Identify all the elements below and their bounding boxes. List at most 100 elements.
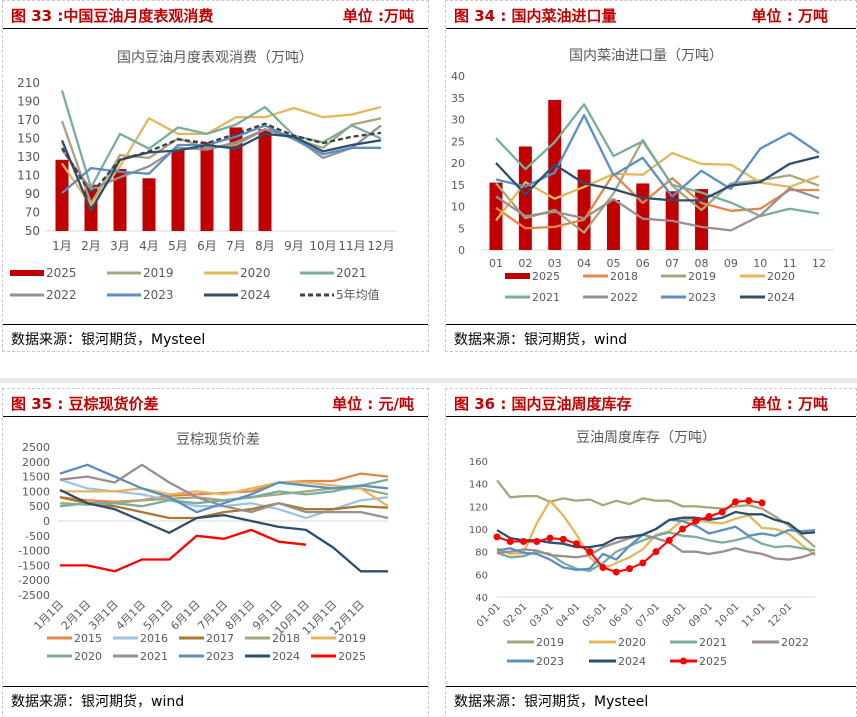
legend-label: 2019 <box>338 632 366 645</box>
legend-label: 2021 <box>140 650 168 663</box>
series-line-2024 <box>60 132 382 212</box>
marker-2025 <box>758 499 766 507</box>
x-tick-label: 02-01 <box>501 601 529 629</box>
legend-label: 2024 <box>272 650 300 663</box>
legend-label: 2022 <box>781 636 809 649</box>
figure-title: 图 34 : 国内菜油进口量 <box>454 7 617 25</box>
marker-2025 <box>745 497 753 505</box>
y-tick-label: 70 <box>25 206 40 220</box>
y-tick-label: 50 <box>25 224 40 238</box>
legend: 2025 2019 2020 2021 2022 2023 2024 5年均值 <box>10 266 380 302</box>
y-axis-labels: 50 70 90 110 130 150 170 190 210 <box>17 76 40 238</box>
legend-label: 2019 <box>688 270 716 283</box>
series-line-2025 <box>60 528 307 573</box>
legend-marker <box>680 657 687 665</box>
legend-label: 2023 <box>536 655 564 668</box>
series-line-2021 <box>59 463 389 520</box>
y-tick-label: 500 <box>29 500 50 513</box>
legend-label: 2023 <box>143 288 174 302</box>
y-tick-label: 10 <box>451 201 465 214</box>
x-tick-label: 5月 <box>168 239 188 253</box>
legend-label: 2024 <box>240 288 271 302</box>
x-tick-label: 3月 <box>110 239 130 253</box>
x-tick-label: 07-01 <box>634 601 662 629</box>
marker-2025 <box>705 513 713 521</box>
x-tick-label: 2月 <box>81 239 101 253</box>
series-line-2015 <box>59 472 389 503</box>
legend-label: 2018 <box>610 270 638 283</box>
marker-2025 <box>692 517 700 525</box>
marker-2025 <box>639 559 647 567</box>
x-tick-label: 4月1日 <box>113 598 148 633</box>
series-line-2020 <box>59 478 389 508</box>
series-line-2023 <box>495 114 820 198</box>
x-tick-label: 6月 <box>197 239 217 253</box>
x-tick-label: 8月 <box>255 239 275 253</box>
panel-header: 图 35 : 豆棕现货价差 单位 : 元/吨 <box>3 389 428 417</box>
y-tick-label: 80 <box>475 548 488 559</box>
x-tick-label: 03-01 <box>528 601 556 629</box>
panel-header: 图 33 :中国豆油月度表观消费 单位 :万吨 <box>3 1 428 29</box>
legend-swatch <box>505 273 530 279</box>
series-line-2023 <box>59 463 389 514</box>
marker-2025 <box>732 498 739 506</box>
series-line-2019 <box>60 481 389 508</box>
x-tick-label: 10月 <box>309 239 336 253</box>
x-tick-label: 3月1日 <box>86 598 121 633</box>
y-tick-label: -1500 <box>18 559 50 572</box>
y-axis-labels: 40 60 80 100 120 140 160 <box>469 457 488 604</box>
legend-label: 2021 <box>336 266 367 280</box>
y-tick-label: -1000 <box>18 545 50 558</box>
x-tick-label: 07 <box>665 257 679 270</box>
legend: 2025 2018 2019 2020 2021 2022 2023 2024 <box>505 270 795 304</box>
y-tick-label: -2000 <box>18 574 50 587</box>
series-line-2024 <box>495 155 820 202</box>
y-tick-label: 90 <box>25 187 40 201</box>
y-tick-label: 20 <box>451 157 465 170</box>
series-line-2024 <box>496 510 816 549</box>
x-tick-label: 05 <box>607 257 621 270</box>
chart-fig33: 国内豆油月度表观消费（万吨） 50 70 90 110 130 150 170 … <box>10 50 397 302</box>
series-line-2019 <box>60 117 382 205</box>
panel-fig35: 图 35 : 豆棕现货价差 单位 : 元/吨 数据来源：银河期货，wind <box>2 388 429 717</box>
bar-2025 <box>200 142 214 231</box>
chart-fig36: 豆油周度库存（万吨） 40 60 80 100 120 140 160 01-0… <box>469 430 816 668</box>
series-line-2021 <box>495 103 820 218</box>
legend-label: 2021 <box>532 291 560 304</box>
panel-fig34: 图 34 : 国内菜油进口量 单位 : 万吨 数据来源：银河期货，wind <box>445 0 857 352</box>
legend-label: 2023 <box>688 291 716 304</box>
chart-fig34: 国内菜油进口量（万吨） 0 5 10 15 20 25 30 35 40 01 … <box>451 48 834 304</box>
y-tick-label: 100 <box>469 525 488 536</box>
y-tick-label: 30 <box>451 114 465 127</box>
source-text: 数据来源：银河期货，wind <box>454 332 628 348</box>
x-tick-label: 12-01 <box>766 601 794 629</box>
legend-label: 2025 <box>46 266 77 280</box>
legend-label: 2020 <box>618 636 646 649</box>
legend-label: 5年均值 <box>336 287 380 302</box>
y-tick-label: 160 <box>469 457 488 468</box>
marker-2025 <box>718 508 726 516</box>
unit-label: 单位 :万吨 <box>342 7 414 25</box>
bar-2025 <box>258 129 272 231</box>
x-tick-label: 04-01 <box>554 601 582 629</box>
y-tick-label: 25 <box>451 135 465 148</box>
legend-label: 2019 <box>536 636 564 649</box>
source-footer: 数据来源：银河期货，wind <box>3 686 428 713</box>
x-tick-label: 09-01 <box>687 601 715 629</box>
y-tick-label: 15 <box>451 179 465 192</box>
legend-label: 2025 <box>338 650 366 663</box>
x-tick-label: 08 <box>695 257 709 270</box>
x-tick-label: 01 <box>489 257 503 270</box>
series-line-2017 <box>59 496 389 520</box>
figure-title: 图 35 : 豆棕现货价差 <box>11 395 159 413</box>
legend-label: 2018 <box>272 632 300 645</box>
y-tick-label: 110 <box>17 169 40 183</box>
marker-2025 <box>573 540 580 548</box>
source-text: 数据来源：银河期货，Mysteel <box>454 694 649 710</box>
y-tick-label: 40 <box>475 593 488 604</box>
marker-2025 <box>679 525 686 533</box>
legend-label: 2020 <box>767 270 795 283</box>
y-tick-label: 210 <box>17 76 40 90</box>
x-tick-label: 09 <box>724 257 738 270</box>
